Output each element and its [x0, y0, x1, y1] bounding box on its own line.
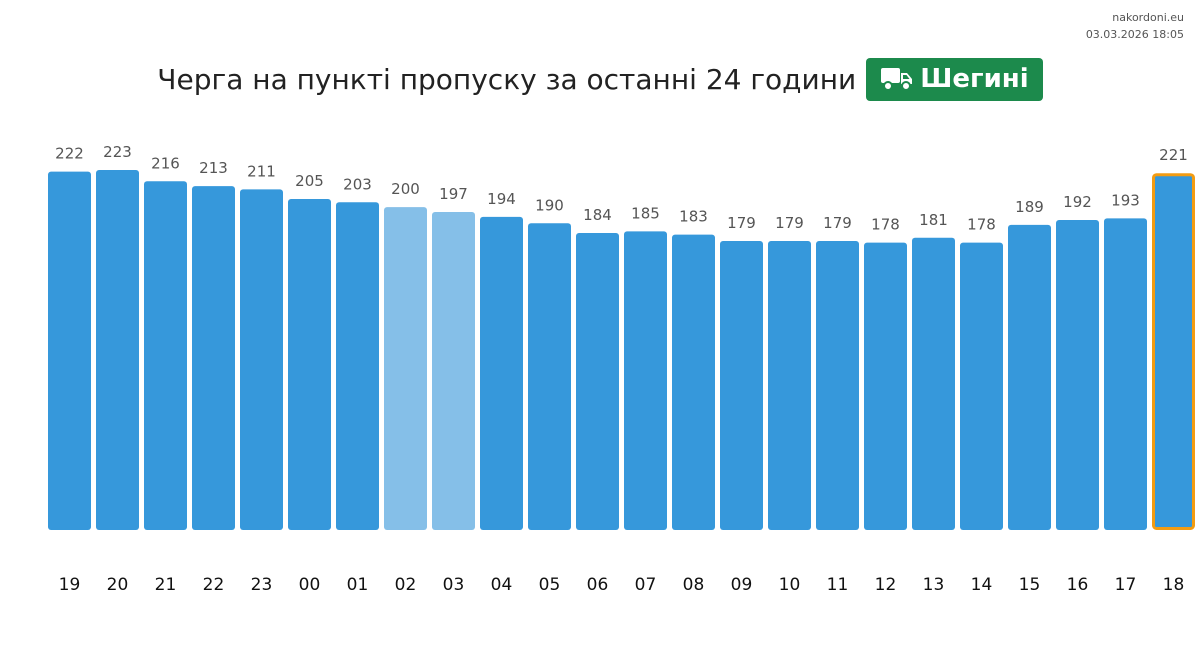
- x-tick-label: 07: [635, 575, 657, 595]
- bar-07: [624, 231, 667, 531]
- x-tick-label: 09: [731, 575, 753, 595]
- x-tick-label: 05: [539, 575, 561, 595]
- value-label: 184: [583, 206, 612, 224]
- value-label: 213: [199, 159, 228, 177]
- bar-10: [768, 241, 811, 531]
- value-label: 194: [487, 190, 516, 208]
- value-label: 221: [1159, 146, 1188, 164]
- checkpoint-badge: Шегині: [866, 58, 1043, 101]
- x-tick-label: 19: [59, 575, 81, 595]
- x-tick-label: 22: [203, 575, 225, 595]
- value-label: 179: [775, 214, 804, 232]
- value-label: 178: [967, 216, 996, 234]
- value-label: 197: [439, 185, 468, 203]
- source-info: nakordoni.eu 03.03.2026 18:05: [1086, 9, 1184, 43]
- bar-21: [144, 181, 187, 530]
- bar-23: [240, 189, 283, 530]
- bar-08: [672, 234, 715, 531]
- x-tick-label: 03: [443, 575, 465, 595]
- x-tick-label: 11: [827, 575, 849, 595]
- bar-17: [1104, 218, 1147, 531]
- x-tick-label: 08: [683, 575, 705, 595]
- x-tick-label: 23: [251, 575, 273, 595]
- value-label: 216: [151, 154, 180, 172]
- value-label: 203: [343, 175, 372, 193]
- bar-16: [1056, 220, 1099, 530]
- source-timestamp: 03.03.2026 18:05: [1085, 28, 1184, 41]
- bar-00: [288, 199, 331, 530]
- value-label: 183: [679, 208, 708, 226]
- chart-header: Черга на пункті пропуску за останні 24 г…: [0, 58, 1200, 101]
- source-site: nakordoni.eu: [1112, 11, 1184, 24]
- x-tick-label: 06: [587, 575, 609, 595]
- value-label: 178: [871, 216, 900, 234]
- x-tick-label: 04: [491, 575, 513, 595]
- value-label: 192: [1063, 193, 1092, 211]
- x-tick-label: 15: [1019, 575, 1041, 595]
- bar-11: [816, 241, 859, 531]
- x-tick-label: 00: [299, 575, 321, 595]
- value-label: 205: [295, 172, 324, 190]
- bar-20: [96, 170, 139, 530]
- bar-15: [1008, 224, 1051, 531]
- value-label: 223: [103, 143, 132, 161]
- value-label: 222: [55, 145, 84, 163]
- x-tick-label: 14: [971, 575, 993, 595]
- value-label: 179: [823, 214, 852, 232]
- x-tick-label: 13: [923, 575, 945, 595]
- chart-title: Черга на пункті пропуску за останні 24 г…: [157, 63, 857, 96]
- checkpoint-name: Шегині: [920, 64, 1029, 94]
- value-label: 189: [1015, 198, 1044, 216]
- x-tick-label: 20: [107, 575, 129, 595]
- bar-05: [528, 223, 571, 530]
- bar-01: [336, 202, 379, 531]
- bar-18: [1152, 173, 1195, 530]
- bar-06: [576, 232, 619, 530]
- bar-04: [480, 216, 523, 530]
- bar-09: [720, 241, 763, 531]
- value-label: 211: [247, 162, 276, 180]
- truck-icon: [881, 68, 913, 91]
- value-label: 185: [631, 204, 660, 222]
- x-tick-label: 12: [875, 575, 897, 595]
- value-label: 190: [535, 196, 564, 214]
- bar-19: [48, 171, 91, 530]
- x-tick-label: 01: [347, 575, 369, 595]
- value-label: 200: [391, 180, 420, 198]
- bar-02: [384, 207, 427, 530]
- x-tick-label: 21: [155, 575, 177, 595]
- x-tick-label: 16: [1067, 575, 1089, 595]
- value-label: 181: [919, 211, 948, 229]
- x-tick-label: 18: [1163, 575, 1185, 595]
- value-label: 193: [1111, 191, 1140, 209]
- x-tick-label: 17: [1115, 575, 1137, 595]
- bar-12: [864, 242, 907, 530]
- x-tick-label: 10: [779, 575, 801, 595]
- bar-14: [960, 242, 1003, 530]
- x-tick-label: 02: [395, 575, 417, 595]
- bar-13: [912, 237, 955, 531]
- value-label: 179: [727, 214, 756, 232]
- bar-22: [192, 186, 235, 530]
- bar-03: [432, 211, 475, 531]
